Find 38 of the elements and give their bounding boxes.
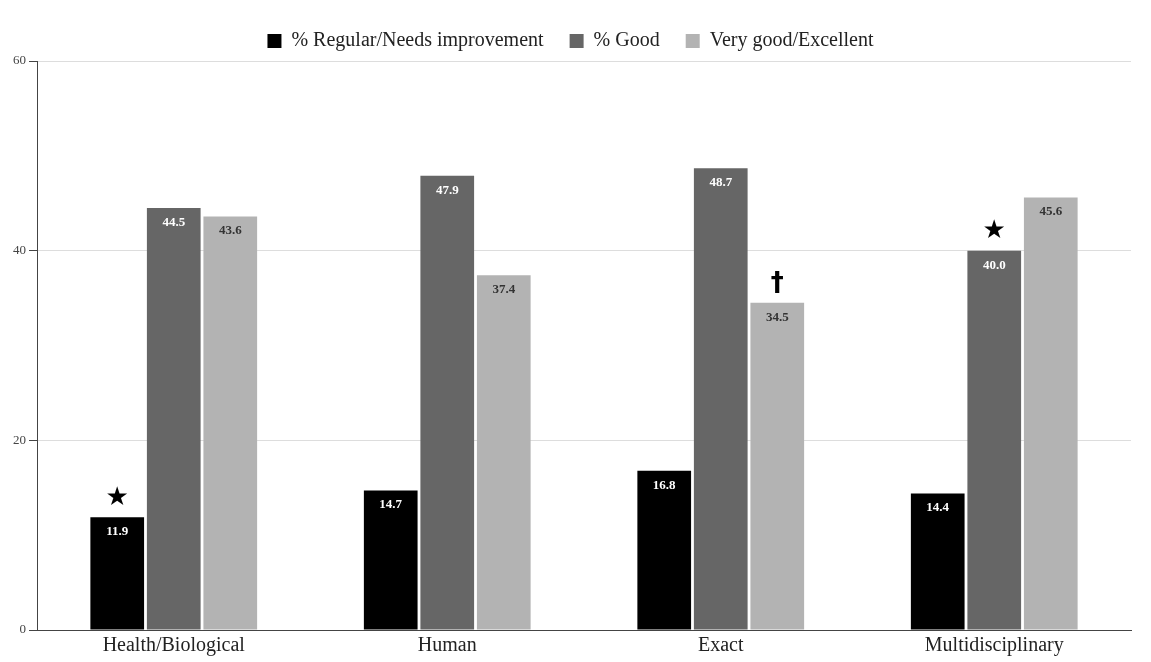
data-label: 14.4 — [926, 499, 950, 515]
y-tick-label: 60 — [13, 52, 26, 68]
bar — [967, 250, 1022, 630]
annotation: ★ — [982, 214, 1006, 245]
x-tick-label: Exact — [697, 633, 744, 656]
bar — [1023, 197, 1078, 630]
y-tick-label: 20 — [13, 431, 26, 447]
legend-label: % Good — [593, 28, 660, 51]
annotation: † — [770, 266, 784, 297]
bar — [476, 275, 531, 630]
bar — [693, 168, 748, 630]
legend-label: % Regular/Needs improvement — [291, 28, 545, 52]
bar — [203, 216, 258, 630]
bar — [750, 302, 805, 630]
y-tick-label: 40 — [13, 242, 26, 258]
x-tick-label: Health/Biological — [102, 633, 246, 657]
data-label: 47.9 — [435, 181, 460, 197]
data-label: 48.7 — [709, 174, 733, 190]
bar — [146, 207, 201, 630]
bar — [910, 493, 965, 630]
x-tick-label: Human — [417, 633, 477, 656]
data-label: 11.9 — [106, 523, 129, 539]
y-tick-label: 0 — [19, 621, 26, 637]
data-label: 40.0 — [982, 256, 1006, 272]
data-label: 14.7 — [379, 496, 403, 512]
data-label: 43.6 — [218, 222, 243, 238]
bar — [363, 490, 418, 630]
data-label: 45.6 — [1039, 203, 1063, 219]
annotation: ★ — [105, 480, 129, 511]
data-label: 34.5 — [765, 308, 790, 324]
bar — [637, 470, 692, 630]
data-label: 44.5 — [162, 213, 186, 229]
legend-label: Very good/Excellent — [709, 28, 874, 52]
x-tick-label: Multidisciplinary — [924, 633, 1064, 657]
bar — [420, 175, 475, 630]
bar — [90, 517, 145, 630]
data-label: 16.8 — [652, 476, 677, 492]
data-label: 37.4 — [492, 281, 516, 297]
